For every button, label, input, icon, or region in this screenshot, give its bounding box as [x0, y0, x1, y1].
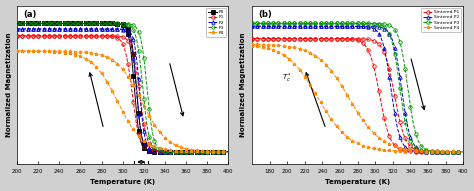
X-axis label: Temperature (K): Temperature (K)	[90, 179, 155, 185]
X-axis label: Temperature (K): Temperature (K)	[325, 179, 390, 185]
Text: $T_c^*$: $T_c^*$	[282, 72, 292, 85]
Text: (b): (b)	[258, 10, 272, 19]
Legend: P0, P1, P2, P3, P4: P0, P1, P2, P3, P4	[206, 8, 226, 37]
Y-axis label: Normalized Magnetization: Normalized Magnetization	[240, 32, 246, 137]
Legend: Sintered P1, Sintered P2, Sintered P3, Sintered P4: Sintered P1, Sintered P2, Sintered P3, S…	[421, 8, 461, 32]
Text: (a): (a)	[23, 10, 37, 19]
Y-axis label: Normalized Magnetization: Normalized Magnetization	[6, 32, 11, 137]
